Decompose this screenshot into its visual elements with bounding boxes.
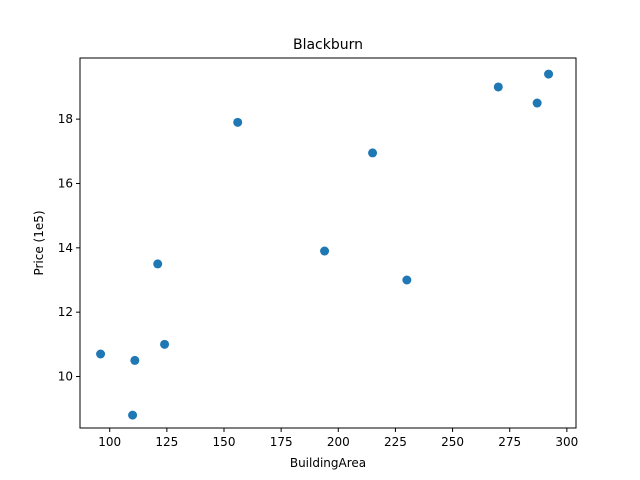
data-point [320, 246, 330, 256]
data-point [96, 349, 106, 359]
y-tick-label: 10 [58, 370, 73, 384]
chart-title: Blackburn [293, 37, 363, 53]
x-tick-label: 275 [498, 435, 521, 449]
x-axis-label: BuildingArea [290, 456, 366, 470]
x-tick-label: 250 [441, 435, 464, 449]
x-tick-label: 300 [555, 435, 578, 449]
x-tick-label: 200 [327, 435, 350, 449]
y-tick-label: 16 [58, 176, 73, 190]
y-tick-label: 18 [58, 112, 73, 126]
y-axis-label: Price (1e5) [32, 210, 46, 275]
y-tick-label: 12 [58, 305, 73, 319]
data-point [233, 117, 243, 127]
x-axis-ticks: 100 125 150 175 200 225 250 275 300 [98, 428, 578, 449]
x-tick-label: 175 [270, 435, 293, 449]
data-point [493, 82, 503, 92]
data-point [532, 98, 542, 108]
data-point [128, 410, 138, 420]
data-point [544, 69, 554, 79]
data-points [96, 69, 554, 420]
data-point [402, 275, 412, 285]
data-point [130, 355, 140, 365]
y-tick-label: 14 [58, 241, 73, 255]
plot-frame [79, 57, 577, 429]
x-tick-label: 225 [384, 435, 407, 449]
x-tick-label: 125 [155, 435, 178, 449]
x-tick-label: 100 [98, 435, 121, 449]
y-axis-ticks: 10 12 14 16 18 [58, 112, 80, 384]
x-tick-label: 150 [213, 435, 236, 449]
data-point [368, 148, 378, 158]
data-point [160, 339, 170, 349]
data-point [153, 259, 163, 269]
